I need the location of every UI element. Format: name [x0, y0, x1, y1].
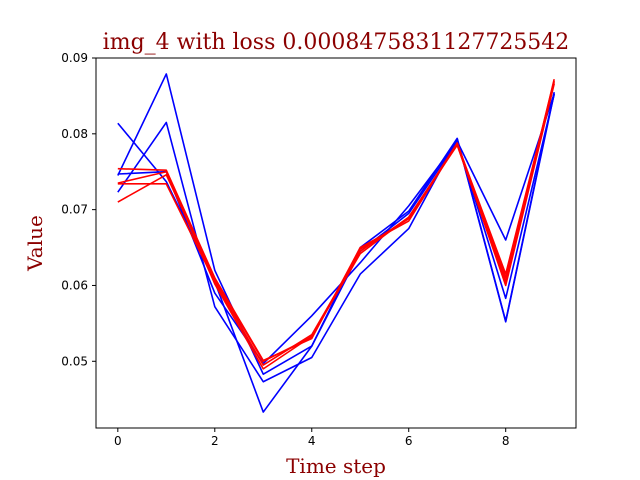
series-line-8: [117, 83, 555, 370]
y-tick-label: 0.07: [61, 203, 88, 217]
series-line-3: [117, 93, 555, 383]
y-tick-label: 0.06: [61, 278, 88, 292]
x-tick-label: 4: [308, 434, 316, 448]
ticks-layer: 0 2 4 6 8 0.05 0.06 0.07 0.08 0.09: [61, 51, 509, 448]
series-line-2: [117, 73, 555, 375]
x-tick-label: 8: [502, 434, 510, 448]
y-tick-label: 0.05: [61, 354, 88, 368]
plot-frame: [95, 57, 577, 429]
series-layer: [117, 73, 555, 413]
y-tick-label: 0.09: [61, 51, 88, 65]
x-tick-label: 0: [114, 434, 122, 448]
x-axis-label: Time step: [286, 454, 386, 478]
chart-title: img_4 with loss 0.0008475831127725542: [103, 30, 570, 55]
y-tick-label: 0.08: [61, 127, 88, 141]
x-tick-label: 6: [405, 434, 413, 448]
x-tick-label: 2: [211, 434, 219, 448]
y-axis-label: Value: [23, 215, 47, 272]
